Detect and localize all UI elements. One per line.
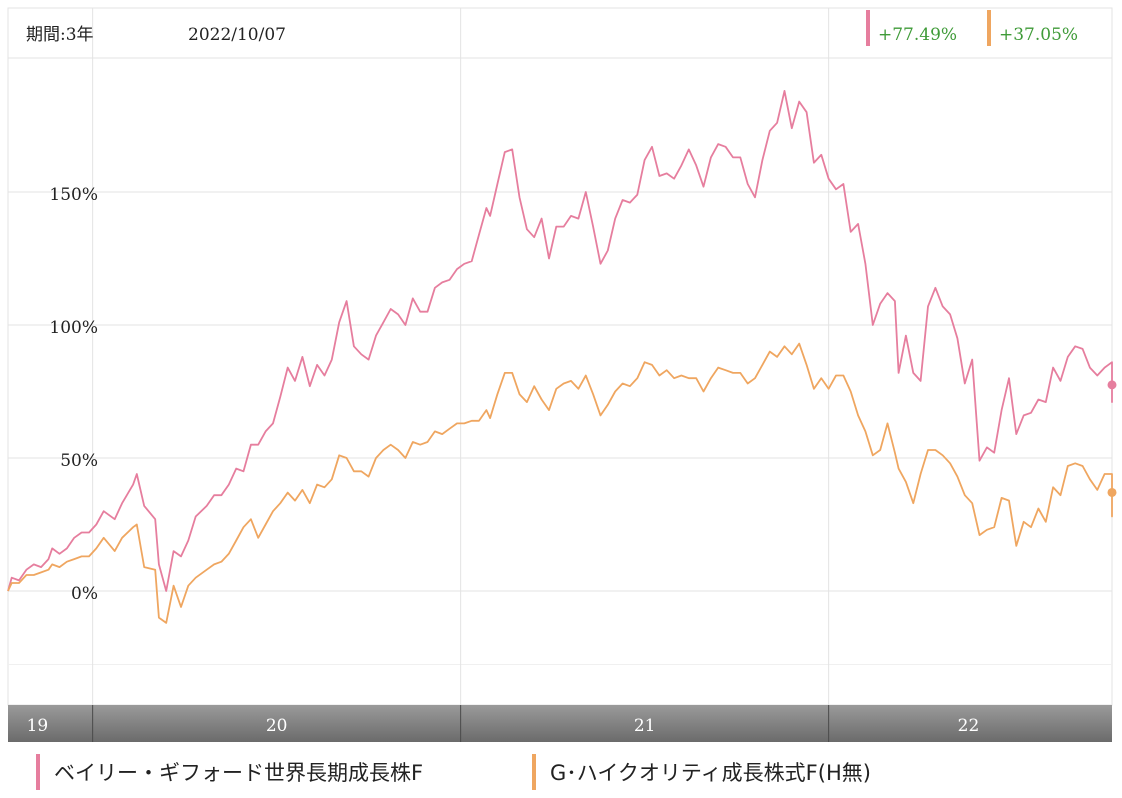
x-tick-label: 21 — [634, 716, 656, 736]
series-line-a — [7, 90, 1113, 592]
date-label: 2022/10/07 — [188, 25, 286, 45]
series-end-marker-b — [1107, 487, 1117, 497]
period-label: 期間:3年 — [26, 25, 94, 45]
line-chart: 0%50%100%150% 19 20 21 22 期間:3年 2022/10/07 … — [7, 7, 1117, 742]
return-swatch-a — [866, 10, 870, 46]
x-tick-label: 19 — [27, 716, 49, 736]
y-tick-label: 50% — [60, 451, 98, 471]
plot-frame — [7, 7, 1113, 706]
series-end-marker-a — [1107, 380, 1117, 390]
x-tick-label: 20 — [266, 716, 288, 736]
return-swatch-b — [987, 10, 991, 46]
x-tick-label: 22 — [958, 716, 980, 736]
return-label-b: +37.05% — [999, 25, 1078, 45]
y-tick-label: 0% — [71, 584, 98, 604]
y-tick-label: 100% — [49, 318, 98, 338]
legend-swatch-series-b — [532, 754, 536, 790]
return-labels: +77.49% +37.05% — [866, 10, 1078, 46]
legend-item-series-a: ベイリー・ギフォード世界長期成長株F — [36, 752, 423, 792]
y-axis-labels: 0% 50% 100% 150% — [49, 185, 98, 604]
y-tick-label: 150% — [49, 185, 98, 205]
legend-swatch-series-a — [36, 754, 40, 790]
series-lines — [7, 90, 1117, 624]
x-axis-bar: 19 20 21 22 — [8, 705, 1112, 742]
chart-header: 期間:3年 2022/10/07 — [26, 25, 286, 45]
legend-label-series-a: ベイリー・ギフォード世界長期成長株F — [54, 761, 424, 785]
legend-item-series-b: G･ハイクオリティ成長株式F(H無) — [532, 752, 871, 792]
return-label-a: +77.49% — [878, 25, 957, 45]
grid-lines — [7, 7, 1113, 706]
legend-label-series-b: G･ハイクオリティ成長株式F(H無) — [550, 761, 871, 785]
series-line-b — [7, 342, 1113, 624]
x-axis-band — [8, 705, 1112, 742]
